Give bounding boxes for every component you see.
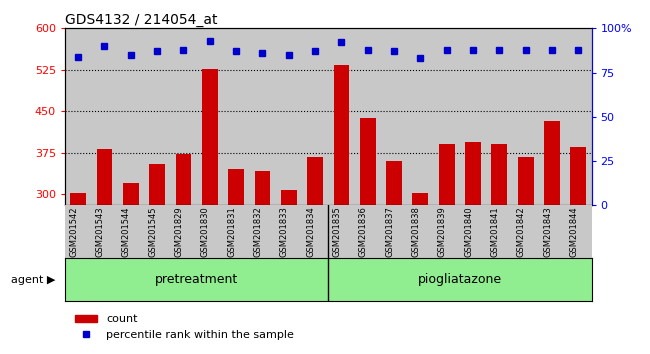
Text: GSM201838: GSM201838	[411, 206, 421, 257]
Text: agent ▶: agent ▶	[11, 275, 55, 285]
Text: GSM201830: GSM201830	[201, 206, 210, 257]
Bar	[97, 149, 112, 354]
Bar	[544, 121, 560, 354]
Bar	[150, 164, 165, 354]
Text: GSM201841: GSM201841	[490, 206, 499, 257]
Bar	[360, 118, 376, 354]
Bar	[228, 169, 244, 354]
Text: GSM201832: GSM201832	[254, 206, 263, 257]
Text: GSM201545: GSM201545	[148, 206, 157, 257]
Text: GSM201837: GSM201837	[385, 206, 394, 257]
Text: GSM201836: GSM201836	[359, 206, 368, 257]
Bar	[571, 147, 586, 354]
Bar	[386, 161, 402, 354]
Bar	[70, 193, 86, 354]
Text: GSM201840: GSM201840	[464, 206, 473, 257]
Text: pretreatment: pretreatment	[155, 273, 239, 286]
Bar	[307, 156, 323, 354]
Text: GSM201831: GSM201831	[227, 206, 236, 257]
Legend: count, percentile rank within the sample: count, percentile rank within the sample	[71, 310, 298, 344]
Text: GSM201544: GSM201544	[122, 206, 131, 257]
Bar	[491, 144, 507, 354]
Text: GSM201543: GSM201543	[96, 206, 105, 257]
Text: GSM201835: GSM201835	[332, 206, 341, 257]
Text: GSM201542: GSM201542	[69, 206, 78, 257]
Bar	[176, 154, 191, 354]
Bar	[123, 183, 138, 354]
Bar	[439, 144, 454, 354]
Bar	[465, 142, 481, 354]
Bar	[255, 171, 270, 354]
Text: GSM201833: GSM201833	[280, 206, 289, 257]
Bar	[281, 190, 296, 354]
Bar	[413, 193, 428, 354]
Text: GSM201843: GSM201843	[543, 206, 552, 257]
Bar	[518, 157, 534, 354]
Text: GSM201842: GSM201842	[517, 206, 526, 257]
Text: GDS4132 / 214054_at: GDS4132 / 214054_at	[65, 13, 218, 27]
Text: GSM201839: GSM201839	[437, 206, 447, 257]
Text: GSM201834: GSM201834	[306, 206, 315, 257]
Text: GSM201829: GSM201829	[174, 206, 183, 257]
Bar	[333, 65, 349, 354]
Bar	[202, 69, 218, 354]
Text: piogliatazone: piogliatazone	[418, 273, 502, 286]
Text: GSM201844: GSM201844	[569, 206, 578, 257]
